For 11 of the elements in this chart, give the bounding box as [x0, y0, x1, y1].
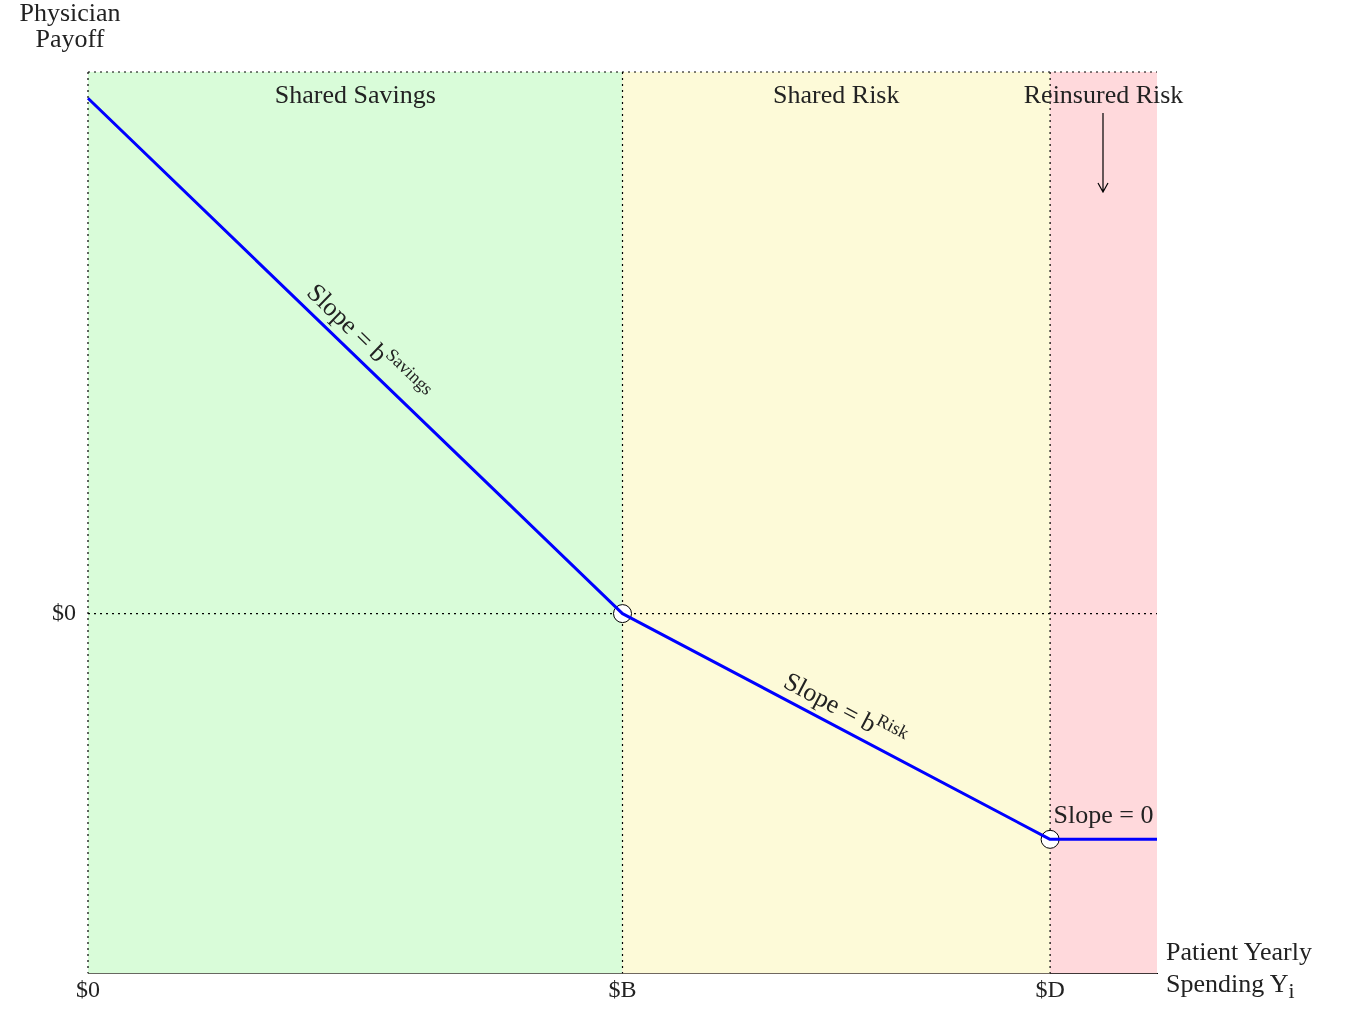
- x-tick-label: $D: [1035, 975, 1065, 1002]
- annotation: Reinsured Risk: [1023, 79, 1184, 109]
- band-label: Shared Savings: [274, 79, 436, 109]
- band-label: Shared Risk: [773, 79, 900, 109]
- ref-line-label: $0: [52, 598, 76, 625]
- x-tick-label: $0: [76, 975, 100, 1002]
- annotation: Slope = 0: [1053, 800, 1154, 830]
- annotation: Slope = bRisk: [779, 666, 914, 744]
- y-axis-title: Physician Payoff: [18, 0, 122, 53]
- x-axis-title: Patient Yearly Spending Y$_{i}$: [1166, 936, 1313, 1006]
- x-tick-label: $B: [608, 975, 637, 1002]
